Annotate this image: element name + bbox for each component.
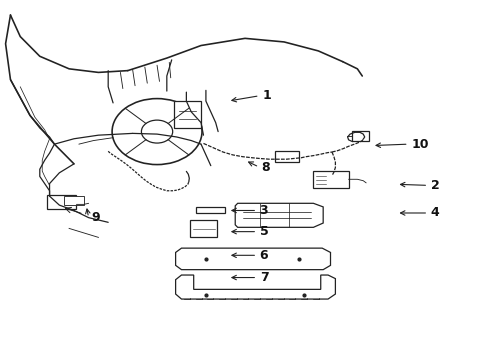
Text: 2: 2 — [431, 179, 440, 192]
FancyBboxPatch shape — [47, 195, 76, 209]
FancyBboxPatch shape — [196, 207, 225, 213]
FancyBboxPatch shape — [275, 151, 299, 162]
Text: 1: 1 — [262, 89, 271, 102]
Text: 7: 7 — [260, 271, 269, 284]
FancyBboxPatch shape — [64, 196, 84, 205]
Polygon shape — [175, 275, 335, 299]
Polygon shape — [175, 248, 331, 270]
FancyBboxPatch shape — [314, 171, 348, 188]
Polygon shape — [235, 203, 323, 227]
Text: 6: 6 — [260, 249, 269, 262]
FancyBboxPatch shape — [190, 220, 217, 237]
Text: 5: 5 — [260, 225, 269, 238]
Text: 10: 10 — [411, 138, 429, 150]
Text: 4: 4 — [431, 207, 440, 220]
Text: 9: 9 — [91, 211, 99, 224]
Text: 8: 8 — [262, 161, 270, 174]
Text: 3: 3 — [260, 204, 269, 217]
FancyBboxPatch shape — [174, 101, 201, 128]
FancyBboxPatch shape — [351, 131, 368, 140]
